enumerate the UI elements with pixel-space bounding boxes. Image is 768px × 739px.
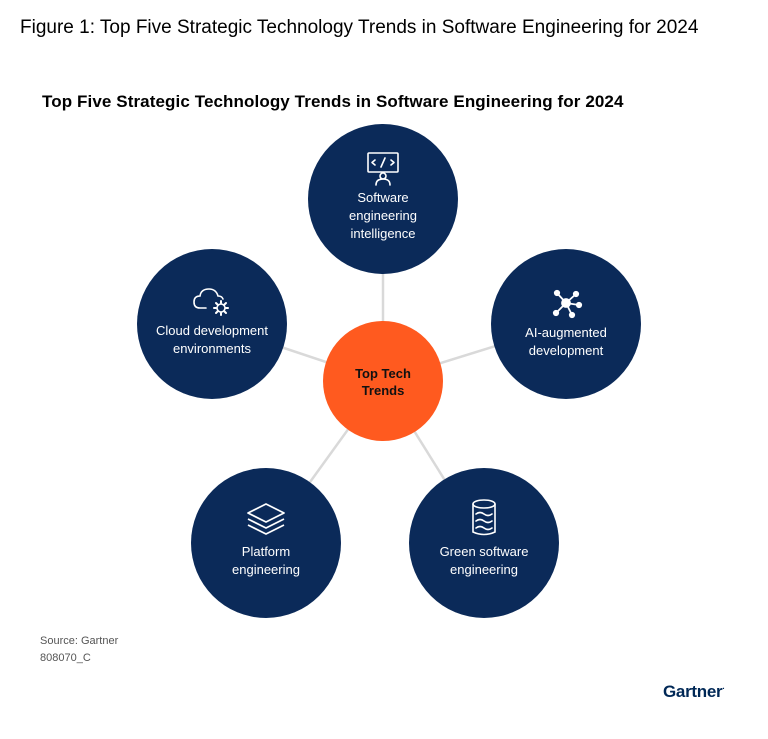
node-label-platform-1: Platform xyxy=(242,544,290,559)
center-label-line-1: Top Tech xyxy=(355,366,411,381)
gartner-logo: Gartner. xyxy=(663,682,725,702)
node-green-software-engineering xyxy=(409,468,559,618)
node-label-ai-2: development xyxy=(529,343,604,358)
node-software-engineering-intelligence xyxy=(308,124,458,274)
figure-title: Figure 1: Top Five Strategic Technology … xyxy=(20,17,699,38)
node-cloud-development-environments xyxy=(137,249,287,399)
node-label-cloud-2: environments xyxy=(173,341,252,356)
chart-title: Top Five Strategic Technology Trends in … xyxy=(42,92,624,111)
brand-name: Gartner xyxy=(663,682,723,701)
brand-mark: . xyxy=(722,682,725,691)
node-label-ai-1: AI-augmented xyxy=(525,325,607,340)
node-ai-augmented-development xyxy=(491,249,641,399)
source-note: Source: Gartner xyxy=(40,635,119,647)
center-circle xyxy=(323,321,443,441)
network-hub-icon xyxy=(552,289,583,319)
document-id: 808070_C xyxy=(40,652,91,664)
node-label-green-2: engineering xyxy=(450,562,518,577)
stacked-layers-icon xyxy=(247,503,285,535)
node-label-sei-2: engineering xyxy=(349,208,417,223)
node-label-green-1: Green software xyxy=(440,544,529,559)
node-label-platform-2: engineering xyxy=(232,562,300,577)
database-waves-icon xyxy=(472,499,496,536)
node-label-sei-3: intelligence xyxy=(350,226,415,241)
node-label-sei-1: Software xyxy=(357,190,408,205)
center-label-line-2: Trends xyxy=(362,383,405,398)
node-platform-engineering xyxy=(191,468,341,618)
cloud-gear-icon xyxy=(193,288,229,316)
node-label-cloud-1: Cloud development xyxy=(156,323,268,338)
code-screen-person-icon xyxy=(367,152,399,186)
